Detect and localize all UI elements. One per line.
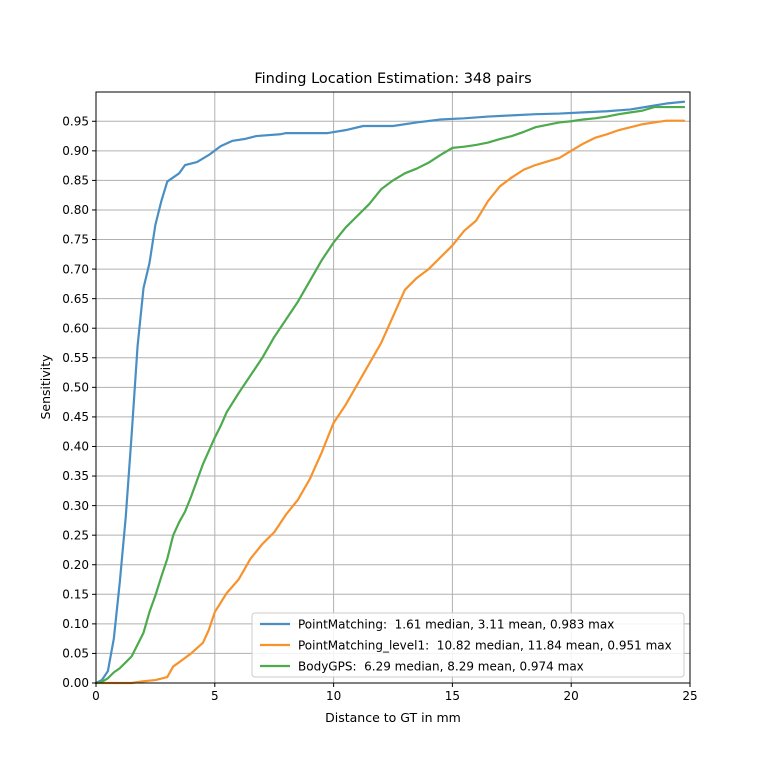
x-tick-label: 15 xyxy=(445,689,460,703)
x-tick-label: 0 xyxy=(92,689,100,703)
legend-label-1: PointMatching_level1: 10.82 median, 11.8… xyxy=(298,639,672,653)
y-tick-label: 0.70 xyxy=(62,262,89,276)
y-tick-label: 0.65 xyxy=(62,292,89,306)
y-axis: 0.00 0.05 0.10 0.15 0.20 0.25 0.30 0.35 0.40 0.45… xyxy=(62,114,96,690)
y-tick-label: 0.80 xyxy=(62,203,89,217)
legend-box xyxy=(251,612,685,678)
y-tick-label: 0.55 xyxy=(62,351,89,365)
x-tick-label: 25 xyxy=(682,689,697,703)
y-tick-label: 0.95 xyxy=(62,114,89,128)
x-tick-label: 20 xyxy=(564,689,579,703)
y-tick-label: 0.30 xyxy=(62,499,89,513)
chart-title: Finding Location Estimation: 348 pairs xyxy=(254,71,531,87)
y-tick-label: 0.75 xyxy=(62,233,89,247)
series-lines xyxy=(94,100,686,685)
y-tick-label: 0.25 xyxy=(62,528,89,542)
series-line-0 xyxy=(94,100,686,685)
legend-label-2: BodyGPS: 6.29 median, 8.29 mean, 0.974 m… xyxy=(298,660,584,674)
x-tick-label: 10 xyxy=(326,689,341,703)
x-tick-label: 5 xyxy=(211,689,219,703)
series-line-1 xyxy=(94,119,686,685)
y-tick-label: 0.45 xyxy=(62,410,89,424)
x-axis: 0 5 10 15 20 25 xyxy=(92,683,698,703)
series-line-2 xyxy=(94,105,686,685)
y-tick-label: 0.50 xyxy=(62,381,89,395)
y-tick-label: 0.60 xyxy=(62,321,89,335)
y-tick-label: 0.05 xyxy=(62,647,89,661)
y-tick-label: 0.40 xyxy=(62,440,89,454)
y-tick-label: 0.15 xyxy=(62,588,89,602)
y-tick-label: 0.90 xyxy=(62,144,89,158)
y-axis-label: Sensitivity xyxy=(38,354,53,420)
legend-label-0: PointMatching: 1.61 median, 3.11 mean, 0… xyxy=(298,618,614,632)
y-tick-label: 0.10 xyxy=(62,617,89,631)
y-tick-label: 0.00 xyxy=(62,676,89,690)
legend: PointMatching: 1.61 median, 3.11 mean, 0… xyxy=(251,612,685,678)
x-axis-label: Distance to GT in mm xyxy=(325,710,461,725)
y-tick-label: 0.85 xyxy=(62,174,89,188)
grid-lines xyxy=(95,92,691,684)
y-tick-label: 0.20 xyxy=(62,558,89,572)
y-tick-label: 0.35 xyxy=(62,469,89,483)
